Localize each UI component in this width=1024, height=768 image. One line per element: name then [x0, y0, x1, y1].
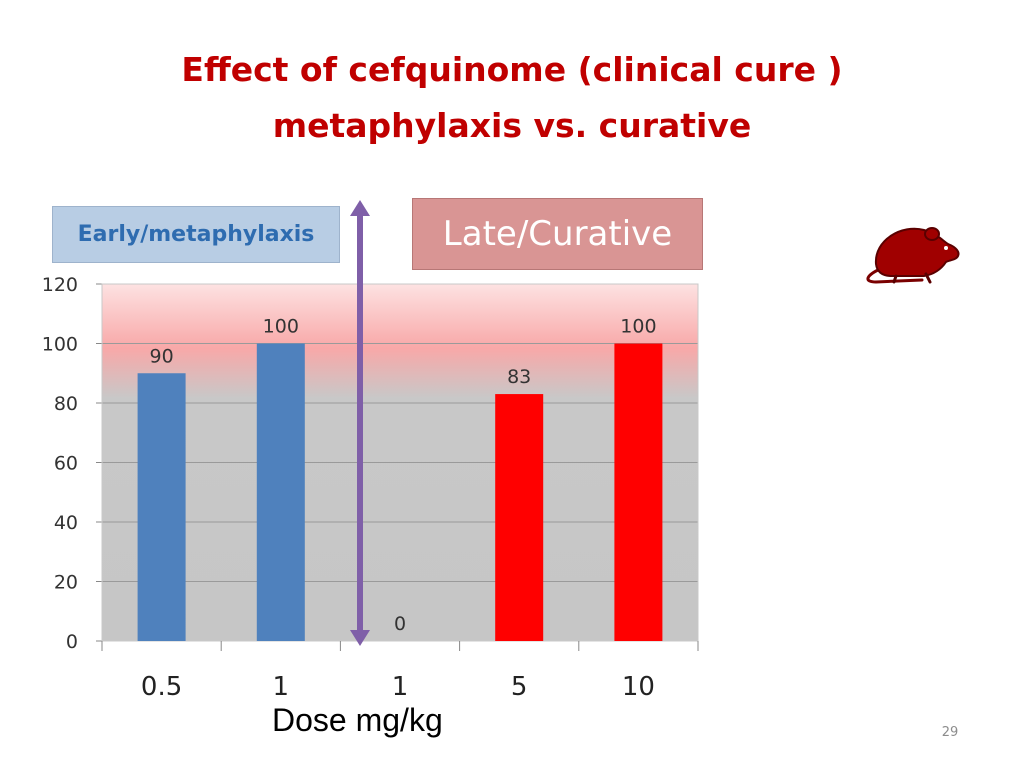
bar-3: [495, 394, 544, 641]
x-tick-label-0: 0.5: [141, 672, 182, 702]
data-label-4: 100: [620, 316, 656, 338]
late-curative-label: Late/Curative: [412, 198, 703, 270]
x-tick-label-4: 10: [622, 672, 655, 702]
data-label-0: 90: [150, 345, 174, 367]
divider-arrow-head-top: [350, 200, 370, 216]
x-tick-label-2: 1: [392, 672, 409, 702]
y-tick-label-0: 0: [66, 631, 78, 653]
x-axis-label: Dose mg/kg: [272, 702, 443, 738]
title-line-2: metaphylaxis vs. curative: [272, 106, 752, 145]
y-tick-label-120: 120: [42, 274, 78, 296]
plot-border: [101, 283, 699, 642]
page-number: 29: [941, 725, 959, 740]
y-tick-label-80: 80: [54, 393, 78, 415]
bar-4: [614, 343, 663, 641]
data-label-3: 83: [507, 366, 531, 388]
title-line-1: Effect of cefquinome (clinical cure ): [181, 50, 843, 89]
slide-title: Effect of cefquinome (clinical cure ) me…: [0, 42, 1024, 154]
y-tick-label-100: 100: [42, 334, 78, 356]
bar-1: [256, 343, 305, 641]
early-metaphylaxis-label: Early/metaphylaxis: [52, 206, 340, 263]
y-tick-label-60: 60: [54, 453, 78, 475]
divider-arrow-head-bottom: [350, 630, 370, 646]
y-tick-label-40: 40: [54, 512, 78, 534]
data-label-1: 100: [263, 316, 299, 338]
bar-0: [137, 373, 186, 641]
x-tick-label-1: 1: [273, 672, 290, 702]
x-tick-label-3: 5: [511, 672, 528, 702]
rat-icon: [866, 227, 960, 284]
data-label-2: 0: [394, 613, 406, 635]
y-tick-label-20: 20: [54, 572, 78, 594]
